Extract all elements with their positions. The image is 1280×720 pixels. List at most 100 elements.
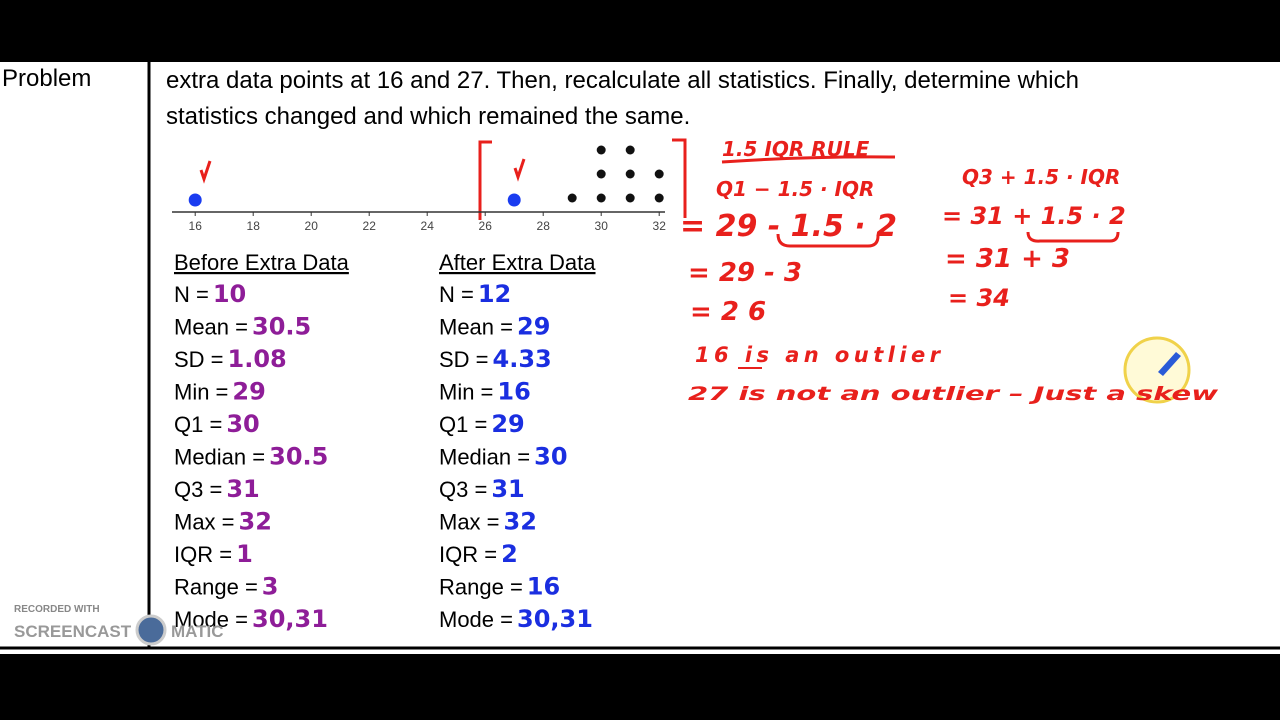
stat-label: Min =: [439, 380, 493, 405]
x-tick-label: 28: [537, 219, 551, 233]
data-dot: [625, 193, 635, 203]
data-dot: [596, 169, 606, 179]
stat-value: 3: [262, 573, 279, 601]
underline: [1026, 231, 1120, 243]
stat-row: Median = 30: [439, 443, 568, 471]
stat-label: Max =: [439, 510, 500, 535]
stat-label: Median =: [439, 445, 530, 470]
problem-text: extra data points at 16 and 27. Then, re…: [166, 67, 1079, 94]
data-dot: [625, 169, 635, 179]
handwritten-note: = 29 - 3: [688, 258, 802, 288]
stat-row: Mode = 30,31: [439, 605, 593, 633]
sidebar-label: Problem: [2, 65, 91, 92]
watermark-text: RECORDED WITH: [14, 604, 100, 615]
stat-row: SD = 1.08: [174, 345, 287, 373]
stat-label: Q1 =: [439, 412, 487, 437]
x-tick-label: 22: [363, 219, 377, 233]
stat-row: Q1 = 30: [174, 410, 260, 438]
stat-row: IQR = 1: [174, 540, 253, 568]
stat-label: Mean =: [439, 315, 513, 340]
handwritten-note: Q3 + 1.5 · IQR: [962, 165, 1120, 189]
stat-label: Mode =: [439, 607, 513, 632]
stat-label: Median =: [174, 445, 265, 470]
column-heading: After Extra Data: [439, 250, 596, 275]
watermark-logo: [135, 614, 167, 646]
stat-label: Range =: [174, 575, 258, 600]
stat-label: Mode =: [174, 607, 248, 632]
stat-value: 16: [497, 378, 530, 406]
stat-label: Range =: [439, 575, 523, 600]
stat-row: Q3 = 31: [174, 475, 260, 503]
stat-value: 4.33: [493, 345, 552, 373]
handwritten-note: 1.5 IQR RULE: [722, 137, 870, 161]
x-tick-label: 16: [189, 219, 203, 233]
stat-row: Min = 16: [439, 378, 531, 406]
x-tick-label: 30: [595, 219, 609, 233]
problem-text: statistics changed and which remained th…: [166, 103, 690, 130]
data-dot: [654, 193, 664, 203]
pen-cursor: [1158, 352, 1181, 376]
x-tick-label: 32: [653, 219, 667, 233]
underline: [776, 233, 880, 248]
stat-row: IQR = 2: [439, 540, 518, 568]
data-dot: [596, 193, 606, 203]
handwritten-note: = 31 + 1.5 · 2: [942, 202, 1126, 230]
stat-value: 29: [517, 313, 550, 341]
stat-value: 31: [226, 475, 259, 503]
handwritten-note: = 34: [948, 284, 1010, 312]
stat-label: Q3 =: [174, 477, 222, 502]
stat-value: 1.08: [228, 345, 287, 373]
handwritten-note: 16 is an outlier: [695, 343, 942, 367]
stat-value: 16: [527, 573, 560, 601]
stat-row: Q3 = 31: [439, 475, 525, 503]
x-tick-label: 20: [305, 219, 319, 233]
stat-row: Max = 32: [174, 508, 272, 536]
stat-value: 1: [236, 540, 253, 568]
underline: [721, 155, 896, 164]
check-mark: [513, 158, 526, 182]
stat-label: N =: [174, 282, 209, 307]
stat-value: 32: [504, 508, 537, 536]
stat-value: 29: [491, 410, 524, 438]
watermark-text: MATIC: [171, 622, 224, 641]
x-tick-label: 24: [421, 219, 435, 233]
stat-value: 30,31: [252, 605, 328, 633]
cursor-highlight: [1123, 336, 1191, 404]
x-tick-label: 18: [247, 219, 261, 233]
stat-row: N = 12: [439, 280, 511, 308]
handwritten-note: = 31 + 3: [945, 244, 1070, 274]
stat-value: 30: [534, 443, 567, 471]
check-mark: [199, 160, 212, 184]
stat-value: 12: [478, 280, 511, 308]
stat-value: 30: [226, 410, 259, 438]
stat-value: 2: [501, 540, 518, 568]
handwritten-note: = 2 6: [690, 297, 766, 327]
stat-row: Min = 29: [174, 378, 266, 406]
stat-row: Mode = 30,31: [174, 605, 328, 633]
stat-value: 30.5: [269, 443, 328, 471]
stat-label: Mean =: [174, 315, 248, 340]
extra-data-dot: [188, 193, 202, 207]
handwritten-note: = 29 - 1.5 · 2: [680, 209, 897, 244]
stat-value: 31: [491, 475, 524, 503]
stat-row: Q1 = 29: [439, 410, 525, 438]
data-dot: [625, 145, 635, 155]
stat-label: Max =: [174, 510, 235, 535]
data-dot: [654, 169, 664, 179]
stat-row: Range = 16: [439, 573, 560, 601]
stat-value: 30.5: [252, 313, 311, 341]
stat-value: 32: [239, 508, 272, 536]
stat-label: Q1 =: [174, 412, 222, 437]
stat-row: Median = 30.5: [174, 443, 328, 471]
stat-row: Mean = 30.5: [174, 313, 311, 341]
handwritten-note: 27 is not an outlier – Just a skew: [688, 383, 1219, 405]
stat-label: SD =: [174, 347, 224, 372]
stat-value: 30,31: [517, 605, 593, 633]
slide-background: [0, 62, 1280, 654]
highlight-bracket: [478, 138, 687, 220]
stat-row: N = 10: [174, 280, 246, 308]
stat-label: N =: [439, 282, 474, 307]
stat-label: SD =: [439, 347, 489, 372]
stat-row: SD = 4.33: [439, 345, 552, 373]
